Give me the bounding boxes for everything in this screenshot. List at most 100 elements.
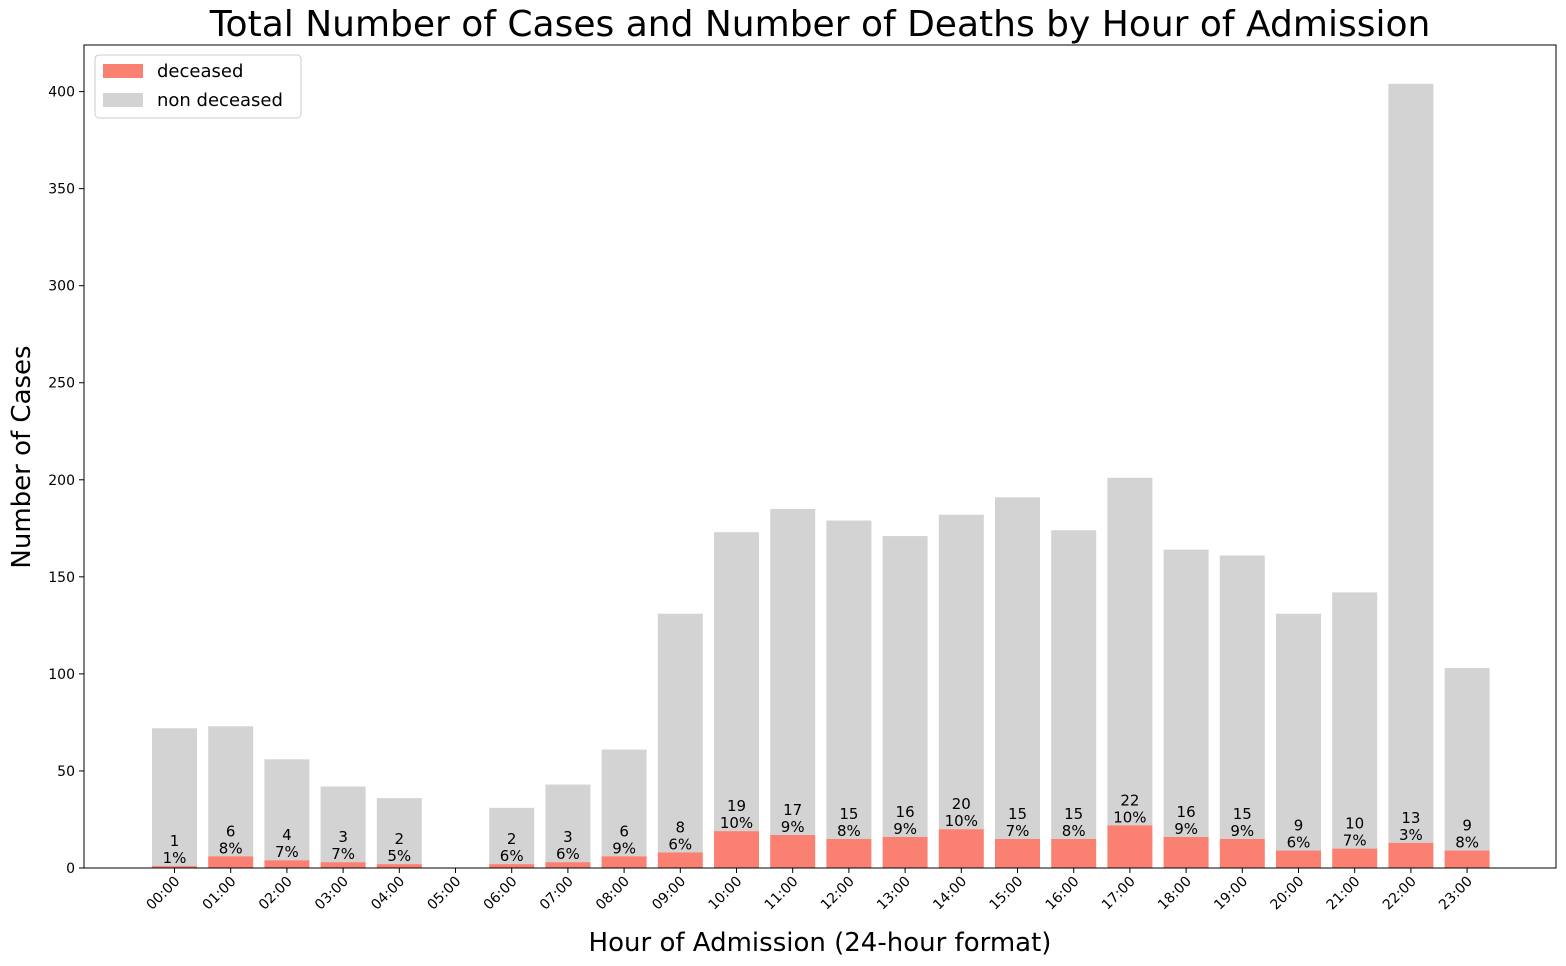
bar-non-deceased: [601, 749, 647, 857]
bar-non-deceased: [1332, 592, 1378, 849]
y-axis-label: Number of Cases: [7, 345, 37, 568]
bar-non-deceased: [1219, 555, 1265, 839]
bar-label-count: 15: [1064, 805, 1083, 823]
bar-label-count: 6: [619, 822, 629, 840]
x-tick-label: 17:00: [1099, 874, 1139, 914]
bar-label-count: 16: [1177, 803, 1196, 821]
y-tick-label: 350: [48, 182, 75, 198]
bar-deceased: [1107, 825, 1153, 868]
bar-non-deceased: [489, 807, 535, 865]
bar-deceased: [882, 836, 928, 868]
bar-label-count: 15: [1008, 805, 1027, 823]
x-tick-label: 19:00: [1211, 874, 1251, 914]
bar-non-deceased: [152, 728, 197, 867]
bar-label-percent: 8%: [1062, 822, 1086, 840]
legend-label-non-deceased: non deceased: [157, 90, 283, 111]
bar-non-deceased: [657, 613, 703, 853]
bar-deceased: [938, 829, 984, 868]
x-tick-label: 20:00: [1267, 874, 1307, 914]
bar-non-deceased: [714, 532, 759, 832]
bar-label-percent: 7%: [331, 845, 355, 863]
bar-non-deceased: [376, 798, 422, 865]
bar-label-percent: 10%: [1113, 808, 1146, 826]
bar-label-count: 22: [1120, 791, 1139, 809]
bar-label-count: 4: [282, 826, 292, 844]
bar-label-percent: 9%: [893, 820, 917, 838]
x-tick-label: 11:00: [762, 874, 802, 914]
bar-label-percent: 7%: [1006, 822, 1030, 840]
x-tick-label: 03:00: [312, 874, 352, 914]
bar-deceased: [1388, 842, 1434, 868]
bar-label-percent: 3%: [1399, 826, 1423, 844]
bar-deceased: [1163, 836, 1209, 868]
legend-swatch-deceased: [103, 64, 143, 78]
x-tick-label: 23:00: [1436, 874, 1476, 914]
bar-deceased: [1276, 850, 1321, 868]
legend-swatch-non-deceased: [103, 93, 143, 107]
bar-non-deceased: [320, 786, 366, 863]
x-tick-label: 15:00: [986, 874, 1026, 914]
bar-non-deceased: [264, 759, 310, 861]
x-tick-label: 14:00: [930, 874, 970, 914]
bar-deceased: [1219, 838, 1265, 868]
bar-label-count: 2: [507, 830, 517, 848]
y-tick-label: 250: [48, 376, 75, 392]
bar-label-percent: 7%: [275, 843, 299, 861]
bar-non-deceased: [1163, 549, 1209, 837]
bar-label-percent: 9%: [781, 818, 805, 836]
x-tick-label: 10:00: [705, 874, 745, 914]
bar-label-count: 8: [676, 818, 686, 836]
bar-deceased: [1332, 848, 1378, 868]
x-tick-label: 01:00: [200, 874, 240, 914]
bar-label-count: 16: [896, 803, 915, 821]
bar-label-count: 15: [839, 805, 858, 823]
y-tick-label: 200: [48, 473, 75, 489]
bar-non-deceased: [1107, 477, 1153, 826]
bar-label-count: 9: [1294, 817, 1304, 835]
bar-label-count: 20: [952, 795, 971, 813]
bar-label-percent: 1%: [163, 849, 187, 867]
bar-label-count: 17: [783, 801, 802, 819]
bar-deceased: [601, 856, 647, 868]
bar-label-count: 3: [338, 828, 348, 846]
bar-non-deceased: [1276, 613, 1321, 851]
bar-non-deceased: [1388, 83, 1434, 843]
bar-non-deceased: [995, 497, 1040, 839]
bar-deceased: [489, 864, 535, 868]
bar-deceased: [152, 866, 197, 868]
legend: deceased non deceased: [94, 54, 302, 119]
bar-label-percent: 6%: [556, 845, 580, 863]
x-tick-label: 08:00: [593, 874, 633, 914]
bar-deceased: [545, 862, 591, 868]
bar-deceased: [995, 838, 1040, 868]
bar-deceased: [714, 831, 759, 868]
bar-label-percent: 6%: [668, 835, 692, 853]
bar-label-count: 9: [1462, 817, 1472, 835]
bar-label-percent: 10%: [945, 812, 978, 830]
bar-non-deceased: [545, 784, 591, 863]
bar-non-deceased: [770, 508, 816, 836]
bar-label-count: 1: [170, 832, 180, 850]
bar-label-percent: 5%: [387, 847, 411, 865]
bar-non-deceased: [882, 536, 928, 837]
legend-label-deceased: deceased: [157, 61, 243, 82]
bar-deceased: [770, 835, 816, 868]
bar-label-count: 13: [1401, 809, 1420, 827]
bar-label-percent: 6%: [500, 847, 524, 865]
plot-area: 11%68%47%37%25%26%36%69%86%1910%179%158%…: [48, 44, 1557, 914]
bar-non-deceased: [1051, 530, 1097, 839]
x-tick-label: 22:00: [1380, 874, 1420, 914]
x-tick-label: 09:00: [649, 874, 689, 914]
bar-label-percent: 6%: [1287, 834, 1311, 852]
bar-deceased: [1444, 850, 1490, 868]
x-axis-label: Hour of Admission (24-hour format): [589, 928, 1052, 958]
axes-frame: [83, 44, 1557, 869]
x-tick-label: 05:00: [424, 874, 464, 914]
chart-title: Total Number of Cases and Number of Deat…: [209, 4, 1431, 45]
bar-label-count: 19: [727, 797, 746, 815]
legend-box: [94, 54, 302, 119]
x-tick-label: 13:00: [874, 874, 914, 914]
y-tick-label: 50: [57, 764, 75, 780]
bar-deceased: [208, 856, 254, 868]
